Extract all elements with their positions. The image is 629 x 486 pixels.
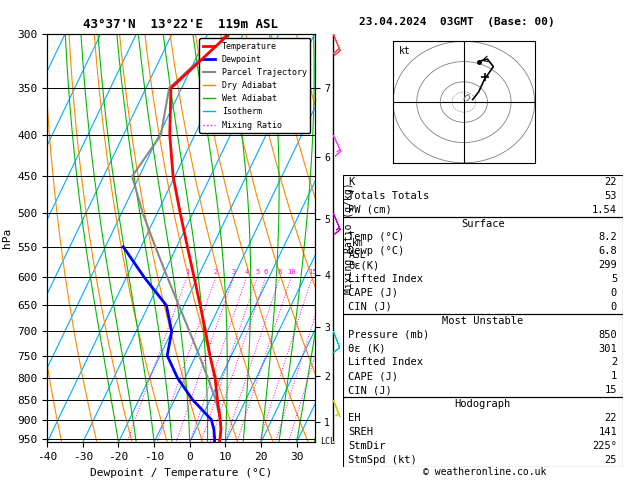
Text: 15: 15: [604, 385, 617, 395]
Text: Dewp (°C): Dewp (°C): [348, 246, 404, 256]
Title: 43°37'N  13°22'E  119m ASL: 43°37'N 13°22'E 119m ASL: [83, 18, 279, 32]
Text: 10: 10: [287, 269, 296, 275]
Text: 15: 15: [308, 269, 316, 275]
Y-axis label: km
ASL: km ASL: [349, 238, 367, 260]
Text: EH: EH: [348, 413, 361, 423]
Text: 6.8: 6.8: [598, 246, 617, 256]
Text: 22: 22: [604, 413, 617, 423]
Text: θε (K): θε (K): [348, 344, 386, 353]
Text: 5: 5: [255, 269, 259, 275]
Text: Lifted Index: Lifted Index: [348, 274, 423, 284]
Text: StmDir: StmDir: [348, 441, 386, 451]
Y-axis label: hPa: hPa: [2, 228, 12, 248]
Text: 0: 0: [611, 288, 617, 298]
Text: CIN (J): CIN (J): [348, 302, 392, 312]
Text: 1: 1: [185, 269, 189, 275]
Text: 141: 141: [598, 427, 617, 437]
Text: PW (cm): PW (cm): [348, 205, 392, 215]
Text: 225°: 225°: [592, 441, 617, 451]
Legend: Temperature, Dewpoint, Parcel Trajectory, Dry Adiabat, Wet Adiabat, Isotherm, Mi: Temperature, Dewpoint, Parcel Trajectory…: [199, 38, 310, 133]
Text: K: K: [348, 177, 355, 187]
Text: Surface: Surface: [461, 219, 504, 228]
Text: θε(K): θε(K): [348, 260, 380, 270]
Text: 1: 1: [611, 371, 617, 382]
Text: 0: 0: [611, 302, 617, 312]
Text: 23.04.2024  03GMT  (Base: 00): 23.04.2024 03GMT (Base: 00): [359, 17, 554, 27]
Text: 53: 53: [604, 191, 617, 201]
Bar: [343, 217, 623, 314]
Text: CAPE (J): CAPE (J): [348, 371, 398, 382]
Text: 4: 4: [245, 269, 249, 275]
Text: CAPE (J): CAPE (J): [348, 288, 398, 298]
Text: kt: kt: [399, 46, 411, 56]
Text: Temp (°C): Temp (°C): [348, 232, 404, 243]
Text: © weatheronline.co.uk: © weatheronline.co.uk: [423, 467, 546, 477]
Text: 3: 3: [231, 269, 236, 275]
X-axis label: Dewpoint / Temperature (°C): Dewpoint / Temperature (°C): [90, 468, 272, 478]
Text: 301: 301: [598, 344, 617, 353]
Text: Totals Totals: Totals Totals: [348, 191, 430, 201]
Bar: [343, 314, 623, 397]
Text: 8: 8: [278, 269, 282, 275]
Text: StmSpd (kt): StmSpd (kt): [348, 454, 417, 465]
Text: LCL: LCL: [320, 436, 335, 446]
Text: 6: 6: [264, 269, 268, 275]
Text: 8.2: 8.2: [598, 232, 617, 243]
Text: 850: 850: [598, 330, 617, 340]
Bar: [343, 397, 623, 467]
Text: Most Unstable: Most Unstable: [442, 316, 523, 326]
Text: Pressure (mb): Pressure (mb): [348, 330, 430, 340]
Text: 2: 2: [611, 357, 617, 367]
Text: SREH: SREH: [348, 427, 374, 437]
Text: 22: 22: [604, 177, 617, 187]
Text: 5: 5: [611, 274, 617, 284]
Bar: [343, 175, 623, 217]
Text: 1.54: 1.54: [592, 205, 617, 215]
Text: 2: 2: [213, 269, 218, 275]
Text: Mixing Ratio (g/kg): Mixing Ratio (g/kg): [344, 182, 354, 294]
Text: 25: 25: [604, 454, 617, 465]
Text: CIN (J): CIN (J): [348, 385, 392, 395]
Text: 299: 299: [598, 260, 617, 270]
Text: Hodograph: Hodograph: [455, 399, 511, 409]
Text: Lifted Index: Lifted Index: [348, 357, 423, 367]
